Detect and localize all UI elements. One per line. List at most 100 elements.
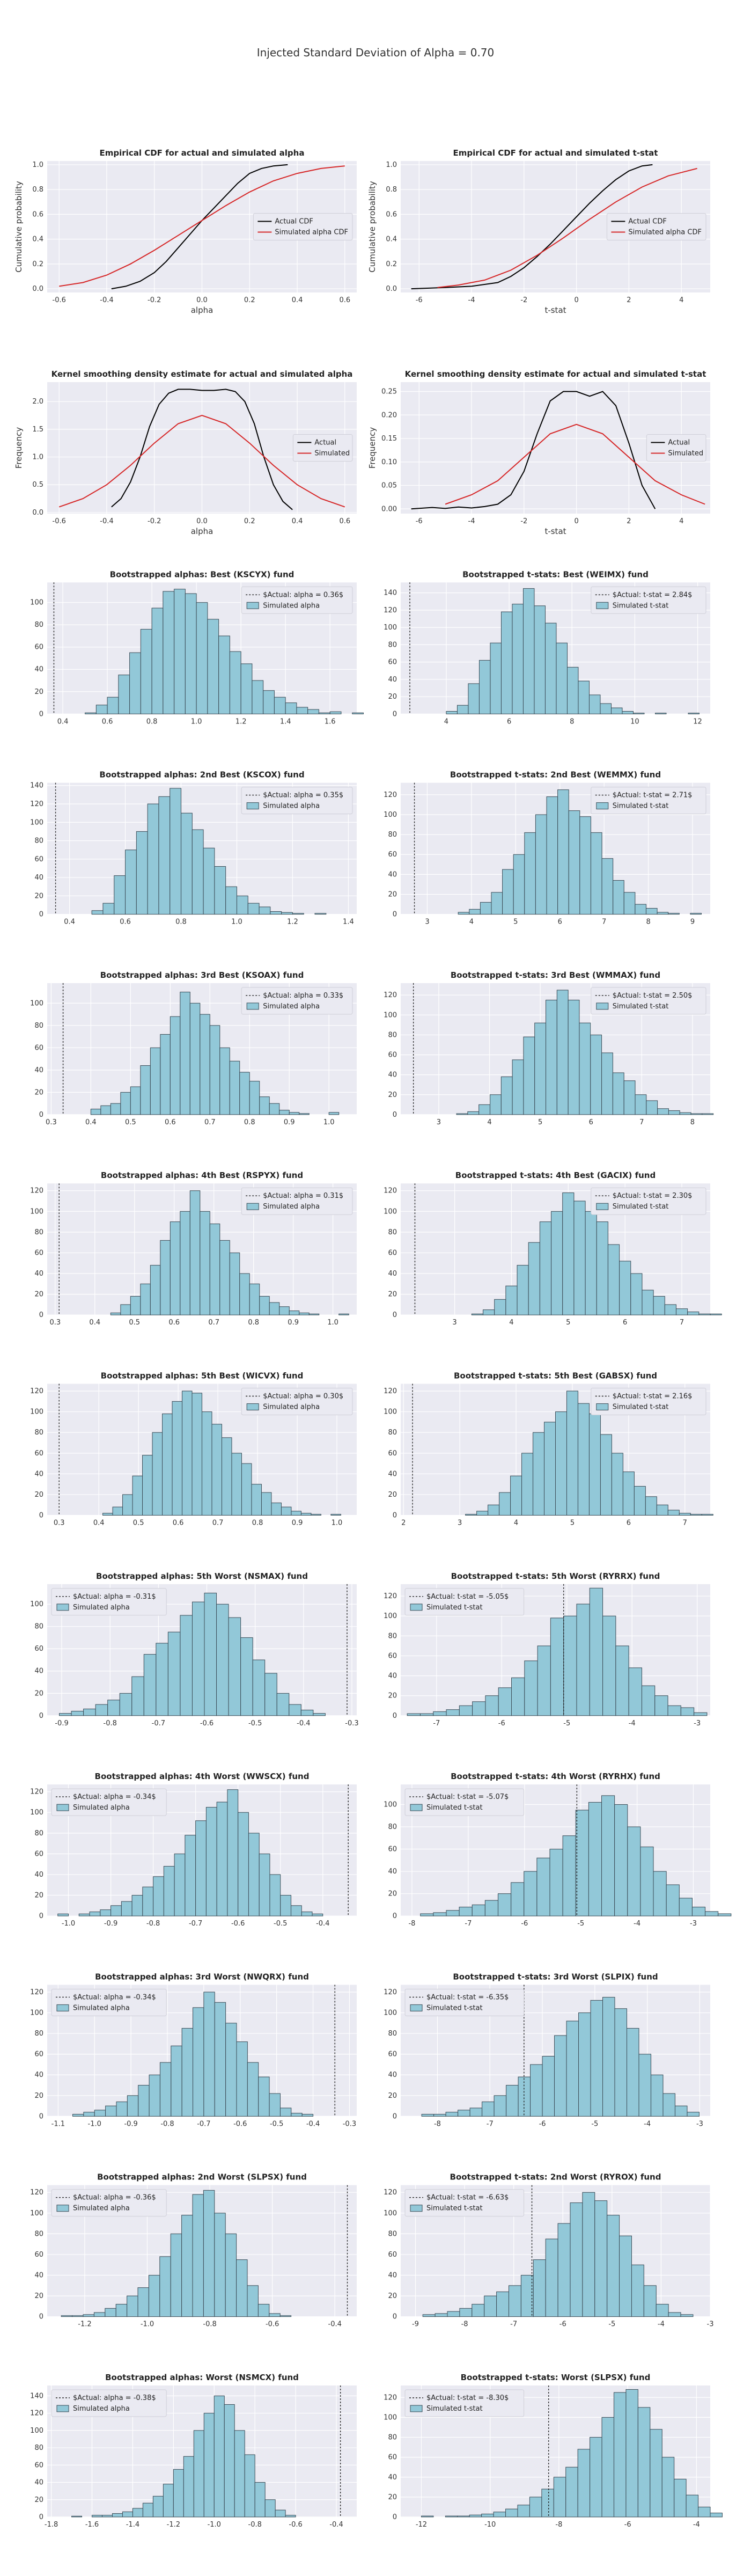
histogram-bar: [279, 1110, 290, 1115]
y-tick-label: 20: [388, 693, 397, 701]
histogram-bar: [252, 1659, 266, 1716]
y-tick-label: 80: [388, 1632, 397, 1640]
histogram-bar: [657, 912, 669, 915]
histogram-bar: [632, 713, 645, 714]
histogram-bar: [602, 1615, 616, 1716]
histogram-bar: [221, 1437, 232, 1516]
histogram-bar: [654, 713, 667, 714]
chart-5: 0.4 0.6 0.8 1.0 1.2 1.4 1.6 0 20 40 60 80 100 Bootstr…: [30, 569, 364, 726]
histogram-bar: [229, 651, 241, 714]
histogram-bar: [196, 602, 208, 714]
histogram-bar: [623, 1080, 636, 1115]
x-tick-label: -8: [434, 2120, 441, 2128]
legend-label: Simulated t-stat: [613, 1403, 669, 1411]
x-tick-label: 4: [444, 718, 448, 726]
y-tick-label: 0: [393, 1912, 397, 1920]
legend: $Actual: alpha = 0.30$ Simulated alpha: [241, 1388, 353, 1415]
x-tick-label: -0.2: [148, 296, 161, 304]
x-tick-label: -1.2: [78, 2321, 91, 2329]
chart-title: Bootstrapped t-stats: 2nd Best (WEMMX) f…: [450, 770, 661, 780]
legend-label: Simulated alpha: [73, 1604, 130, 1612]
x-tick-label: -3: [694, 1719, 701, 1728]
histogram-bar: [579, 1022, 591, 1115]
histogram-bar: [291, 2113, 303, 2117]
histogram-bar: [170, 1016, 181, 1115]
y-tick-label: 40: [34, 2479, 43, 2487]
legend-swatch-simulated: [596, 1403, 609, 1410]
histogram-bar: [249, 1283, 260, 1315]
y-tick-label: 100: [30, 599, 43, 607]
y-tick-label: 20: [388, 1890, 397, 1898]
legend-label: Simulated t-stat: [426, 1604, 483, 1612]
legend-box: [591, 787, 706, 815]
y-tick-label: 60: [34, 2461, 43, 2469]
histogram-bar: [159, 2062, 172, 2117]
histogram-bar: [627, 1826, 641, 1916]
histogram-bar: [189, 1002, 201, 1115]
x-tick-label: -0.6: [231, 1920, 245, 1928]
histogram-bar: [234, 2430, 245, 2518]
legend: $Actual: alpha = -0.38$ Simulated alpha: [51, 2389, 167, 2417]
x-tick-label: -1.4: [126, 2521, 139, 2529]
histogram-bar: [180, 1211, 190, 1315]
x-tick-label: -0.8: [104, 1719, 117, 1728]
chart-title: Bootstrapped alphas: 3rd Best (KSOAX) fu…: [100, 970, 304, 980]
histogram-bar: [517, 2505, 530, 2518]
chart-title: Empirical CDF for actual and simulated t…: [453, 148, 658, 158]
histogram-bar: [313, 1713, 326, 1716]
y-tick-label: 120: [384, 606, 397, 614]
histogram-bar: [457, 2515, 470, 2518]
histogram-bar: [622, 711, 634, 714]
histogram-bar: [338, 1313, 349, 1315]
x-tick-label: 5: [566, 1319, 570, 1327]
chart-title: Bootstrapped alphas: 4th Worst (WWSCX) f…: [95, 1772, 310, 1781]
legend: $Actual: t-stat = -6.63$ Simulated t-stat: [404, 2189, 525, 2217]
legend-label: $Actual: t-stat = -5.05$: [426, 1593, 509, 1601]
x-tick-label: 0.6: [339, 517, 350, 525]
y-tick-label: 20: [34, 2292, 43, 2300]
legend: Actual CDF Simulated alpha CDF: [253, 213, 353, 240]
histogram-bar: [537, 1645, 551, 1716]
histogram-bar: [229, 1060, 240, 1115]
x-tick-label: -9: [412, 2321, 419, 2329]
histogram-bar: [614, 2008, 628, 2117]
histogram-bar: [132, 1475, 143, 1516]
histogram-bar: [143, 1654, 157, 1716]
histogram-bar: [61, 2315, 73, 2317]
legend-box: [606, 213, 706, 240]
legend-box: [404, 2389, 525, 2417]
chart-title: Kernel smoothing density estimate for ac…: [51, 369, 353, 379]
histogram-bar: [299, 1312, 310, 1315]
histogram-bar: [498, 1687, 512, 1716]
x-tick-label: -3: [690, 1920, 697, 1928]
legend-label: $Actual: alpha = -0.34$: [73, 1993, 156, 2001]
y-tick-label: 2.0: [32, 398, 43, 406]
y-tick-label: 120: [384, 1387, 397, 1395]
y-tick-label: 0: [393, 1111, 397, 1119]
chart-2: -6 -4 -2 0 2 4 0.0 0.2 0.4 0.6 0.8 1.0 Empirical CDF…: [367, 148, 710, 315]
x-tick-label: 10: [630, 718, 639, 726]
histogram-bar: [171, 2045, 182, 2117]
histogram-bar: [622, 1471, 635, 1516]
legend-label: $Actual: alpha = 0.35$: [263, 792, 343, 800]
x-tick-label: 1.2: [287, 918, 298, 926]
figure-suptitle: Injected Standard Deviation of Alpha = 0…: [256, 46, 495, 59]
histogram-bar: [183, 2456, 194, 2518]
y-tick-label: 40: [34, 1470, 43, 1478]
histogram-bar: [281, 912, 293, 915]
histogram-bar: [471, 1313, 484, 1315]
chart-21: -1.2 -1.0 -0.8 -0.6 -0.4 0 20 40 60 80 100 120 Boots…: [30, 2172, 357, 2329]
histogram-bar: [521, 1453, 534, 1516]
histogram-bar: [180, 992, 190, 1115]
histogram-bar: [556, 642, 568, 714]
x-tick-label: -7: [510, 2321, 517, 2329]
legend-label: $Actual: alpha = -0.31$: [73, 1593, 156, 1601]
histogram-bar: [216, 1802, 228, 1916]
histogram-bar: [142, 2502, 153, 2518]
histogram-bar: [285, 2515, 296, 2518]
histogram-bar: [330, 1514, 341, 1516]
y-tick-label: 20: [388, 1091, 397, 1099]
histogram-bar: [269, 1874, 281, 1916]
histogram-bar: [718, 1913, 732, 1916]
legend-box: [241, 586, 353, 614]
